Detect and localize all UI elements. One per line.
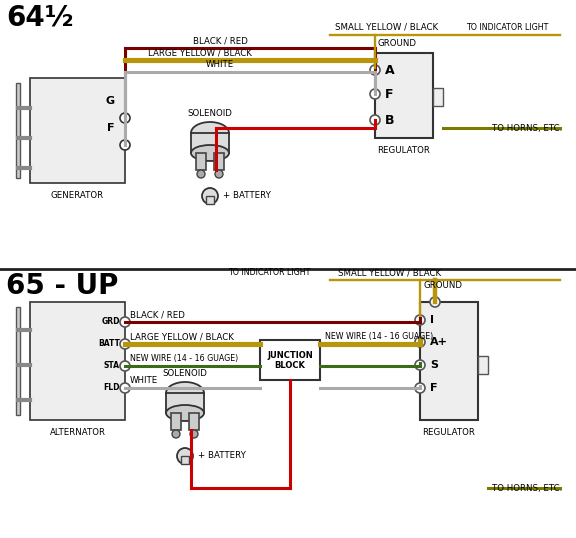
Text: BLOCK: BLOCK	[275, 362, 305, 371]
Bar	[375, 53, 433, 138]
Circle shape	[120, 383, 130, 393]
Circle shape	[415, 337, 425, 347]
Text: LARGE YELLOW / BLACK: LARGE YELLOW / BLACK	[130, 332, 234, 341]
Text: REGULATOR: REGULATOR	[377, 146, 430, 155]
Circle shape	[177, 448, 193, 464]
Circle shape	[415, 360, 425, 370]
Bar	[206, 196, 214, 204]
Bar	[189, 413, 199, 430]
Ellipse shape	[191, 145, 229, 161]
Text: 65 - UP: 65 - UP	[6, 272, 119, 300]
Text: GROUND: GROUND	[423, 281, 462, 290]
Text: + BATTERY: + BATTERY	[198, 451, 246, 461]
Circle shape	[202, 188, 218, 204]
Circle shape	[190, 430, 198, 438]
Text: SOLENOID: SOLENOID	[188, 109, 233, 118]
Text: JUNCTION: JUNCTION	[267, 351, 313, 360]
Text: F: F	[385, 88, 393, 101]
Text: WHITE: WHITE	[130, 376, 158, 385]
Bar	[171, 413, 181, 430]
Text: TO INDICATOR LIGHT: TO INDICATOR LIGHT	[228, 268, 310, 277]
Text: ALTERNATOR: ALTERNATOR	[50, 428, 105, 437]
Bar	[478, 356, 488, 374]
Circle shape	[430, 297, 440, 307]
Text: G: G	[106, 96, 115, 106]
Circle shape	[215, 170, 223, 178]
Text: GRD: GRD	[101, 317, 120, 327]
Text: TO INDICATOR LIGHT: TO INDICATOR LIGHT	[466, 23, 548, 32]
Text: BATT: BATT	[98, 339, 120, 349]
Bar	[260, 340, 320, 380]
Text: I: I	[430, 315, 434, 325]
Text: REGULATOR: REGULATOR	[423, 428, 475, 437]
Bar	[30, 302, 125, 420]
Circle shape	[370, 89, 380, 99]
Text: B: B	[385, 114, 395, 126]
Text: TO HORNS, ETC.: TO HORNS, ETC.	[492, 124, 562, 132]
Text: F: F	[430, 383, 438, 393]
Text: SMALL YELLOW / BLACK: SMALL YELLOW / BLACK	[335, 23, 438, 32]
Bar	[181, 456, 189, 464]
Circle shape	[415, 383, 425, 393]
Text: A+: A+	[430, 337, 448, 347]
Text: BLACK / RED: BLACK / RED	[130, 310, 185, 319]
Bar	[16, 307, 20, 415]
Text: BLACK / RED: BLACK / RED	[192, 36, 248, 45]
Text: WHITE: WHITE	[206, 60, 234, 69]
Bar	[420, 302, 478, 420]
Bar	[433, 88, 443, 106]
Text: A: A	[385, 63, 395, 76]
Bar	[166, 393, 204, 413]
Circle shape	[120, 113, 130, 123]
Circle shape	[120, 140, 130, 150]
Bar	[16, 83, 20, 178]
Circle shape	[120, 339, 130, 349]
Bar	[191, 133, 229, 153]
Bar	[214, 153, 224, 170]
Circle shape	[370, 65, 380, 75]
Text: SOLENOID: SOLENOID	[162, 369, 207, 378]
Text: + BATTERY: + BATTERY	[223, 192, 271, 201]
Circle shape	[415, 315, 425, 325]
Text: NEW WIRE (14 - 16 GUAGE): NEW WIRE (14 - 16 GUAGE)	[130, 354, 238, 363]
Text: NEW WIRE (14 - 16 GUAGE): NEW WIRE (14 - 16 GUAGE)	[325, 332, 433, 341]
Text: GENERATOR: GENERATOR	[51, 191, 104, 200]
Bar	[196, 153, 206, 170]
Circle shape	[370, 115, 380, 125]
Text: SMALL YELLOW / BLACK: SMALL YELLOW / BLACK	[338, 268, 441, 277]
Text: TO HORNS, ETC.: TO HORNS, ETC.	[492, 484, 562, 492]
Ellipse shape	[166, 405, 204, 421]
Text: FLD: FLD	[104, 384, 120, 393]
Circle shape	[197, 170, 205, 178]
Circle shape	[120, 317, 130, 327]
Text: GROUND: GROUND	[378, 39, 417, 48]
Circle shape	[172, 430, 180, 438]
Text: S: S	[430, 360, 438, 370]
Text: 64½: 64½	[6, 3, 74, 31]
Text: STA: STA	[104, 362, 120, 371]
Text: F: F	[108, 123, 115, 133]
Text: LARGE YELLOW / BLACK: LARGE YELLOW / BLACK	[148, 48, 252, 57]
Ellipse shape	[191, 122, 229, 144]
Bar	[30, 78, 125, 183]
Ellipse shape	[166, 382, 204, 404]
Circle shape	[120, 361, 130, 371]
